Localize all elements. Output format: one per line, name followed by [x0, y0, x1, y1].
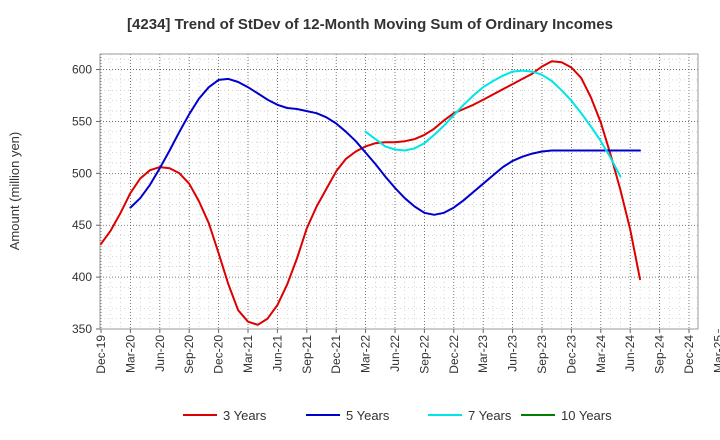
x-tick-label: Sep-20 — [182, 335, 196, 374]
x-tick-label: Sep-22 — [417, 335, 431, 374]
x-tick-label: Dec-24 — [682, 335, 696, 374]
x-tick-label: Mar-21 — [241, 335, 255, 373]
y-tick-label: 600 — [72, 63, 92, 77]
chart-title: [4234] Trend of StDev of 12-Month Moving… — [127, 16, 613, 33]
plot-area — [99, 53, 699, 330]
x-tick-label: Mar-23 — [476, 335, 490, 373]
series-line-7-years — [364, 69, 622, 178]
x-axis: Dec-19 Mar-20 Jun-20 Sep-20 Dec-20 Mar-21 Jun-… — [94, 329, 720, 374]
x-tick-label: Jun-24 — [623, 335, 637, 372]
legend-label: 5 Years — [346, 408, 390, 423]
x-tick-label: Mar-25 — [711, 335, 720, 373]
x-tick-label: Dec-21 — [329, 335, 343, 374]
y-tick-label: 450 — [72, 218, 92, 232]
legend-label: 3 Years — [223, 408, 267, 423]
x-tick-label: Sep-23 — [535, 335, 549, 374]
x-tick-label: Dec-19 — [94, 335, 108, 374]
x-tick-label: Mar-24 — [594, 335, 608, 373]
x-tick-label: Mar-22 — [359, 335, 373, 373]
y-tick-label: 500 — [72, 166, 92, 180]
x-tick-label: Dec-23 — [564, 335, 578, 374]
y-tick-label: 400 — [72, 270, 92, 284]
legend-label: 10 Years — [561, 408, 612, 423]
series-layer — [100, 60, 641, 326]
y-axis-label: Amount (million yen) — [7, 132, 22, 251]
x-tick-label: Jun-20 — [153, 335, 167, 372]
series-line-5-years — [129, 77, 641, 216]
legend: 3 Years 5 Years 7 Years 10 Years — [183, 408, 612, 423]
x-tick-label: Sep-21 — [300, 335, 314, 374]
y-axis: 350 400 450 500 550 600 — [72, 63, 100, 336]
y-tick-label: 350 — [72, 322, 92, 336]
x-tick-label: Mar-20 — [123, 335, 137, 373]
x-tick-label: Sep-24 — [653, 335, 667, 374]
x-tick-label: Dec-22 — [447, 335, 461, 374]
x-tick-label: Dec-20 — [212, 335, 226, 374]
x-tick-label: Jun-21 — [270, 335, 284, 372]
legend-label: 7 Years — [468, 408, 512, 423]
y-tick-label: 550 — [72, 114, 92, 128]
x-tick-label: Jun-22 — [388, 335, 402, 372]
series-line-3-years — [100, 60, 641, 326]
x-tick-label: Jun-23 — [506, 335, 520, 372]
